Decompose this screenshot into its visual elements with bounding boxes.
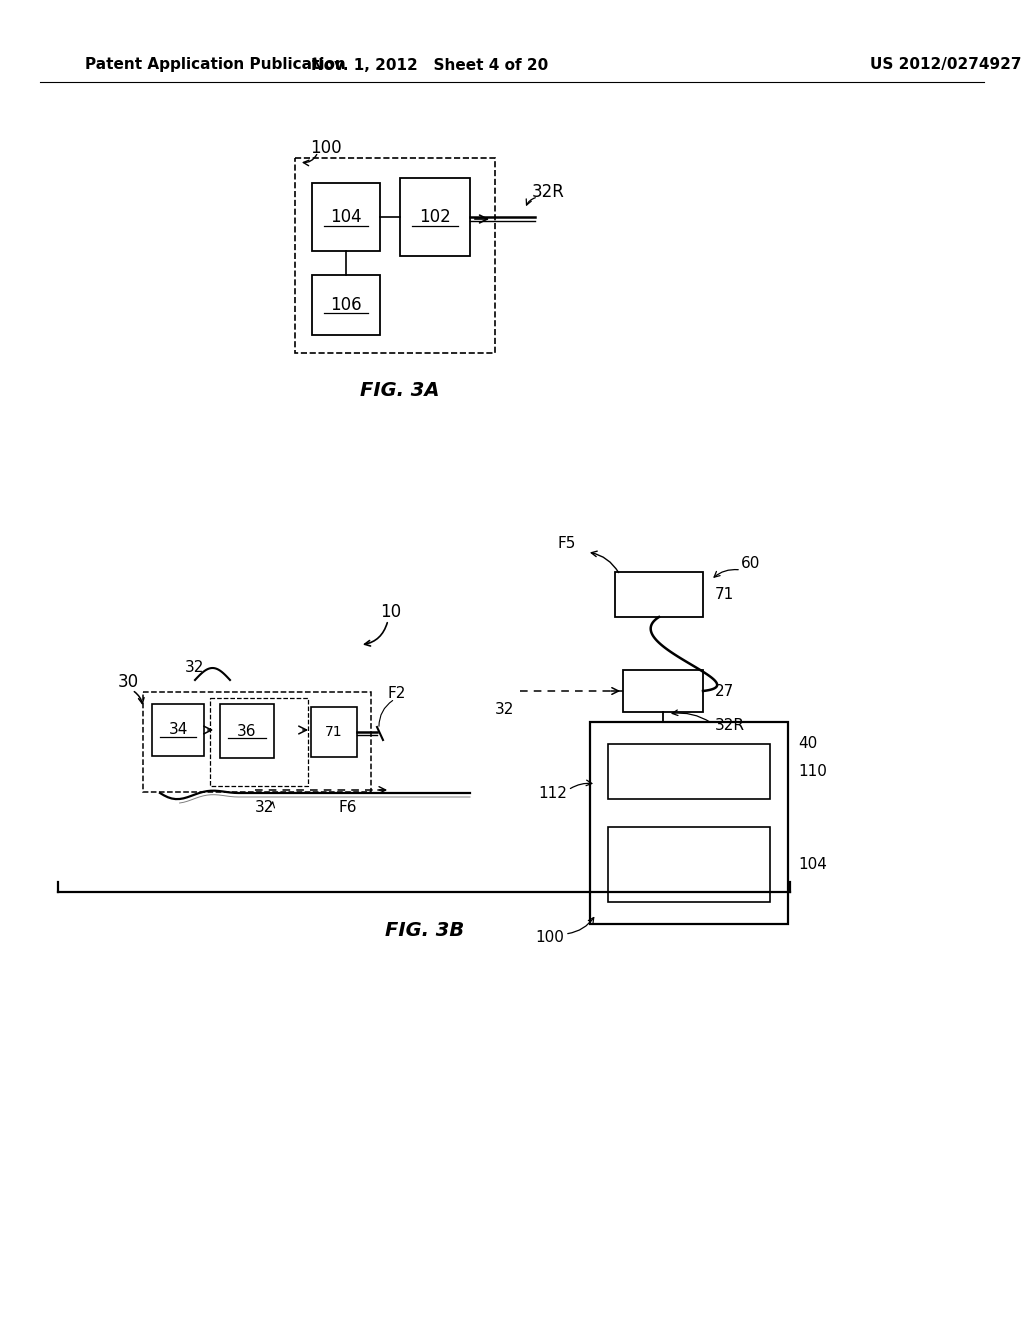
Text: 104: 104 — [798, 857, 826, 873]
Text: 112: 112 — [538, 787, 567, 801]
Text: 60: 60 — [741, 557, 761, 572]
Text: 32: 32 — [496, 701, 515, 717]
Text: 102: 102 — [419, 209, 451, 226]
Text: 32: 32 — [185, 660, 205, 676]
Text: 100: 100 — [535, 931, 564, 945]
Text: Nov. 1, 2012   Sheet 4 of 20: Nov. 1, 2012 Sheet 4 of 20 — [311, 58, 549, 73]
Text: 104: 104 — [330, 209, 361, 226]
Text: F2: F2 — [388, 685, 407, 701]
Bar — [312, 183, 380, 251]
Bar — [615, 572, 703, 616]
Text: 71: 71 — [715, 587, 734, 602]
Text: 36: 36 — [238, 723, 257, 738]
Bar — [295, 158, 495, 352]
Text: 71: 71 — [326, 725, 343, 739]
Text: US 2012/0274927 A1: US 2012/0274927 A1 — [870, 58, 1024, 73]
Text: Patent Application Publication: Patent Application Publication — [85, 58, 346, 73]
Bar — [312, 275, 380, 335]
Text: F6: F6 — [339, 800, 357, 816]
Text: 40: 40 — [798, 737, 817, 751]
Text: 27: 27 — [715, 684, 734, 698]
Text: FIG. 3A: FIG. 3A — [360, 381, 439, 400]
Bar — [623, 671, 703, 711]
Bar — [220, 704, 274, 758]
Text: 10: 10 — [380, 603, 401, 620]
Bar — [210, 698, 308, 785]
Text: 106: 106 — [330, 296, 361, 314]
Bar — [608, 828, 770, 902]
Bar — [143, 692, 371, 792]
Text: FIG. 3B: FIG. 3B — [385, 920, 465, 940]
Bar — [590, 722, 788, 924]
Bar — [311, 708, 357, 756]
Text: 32R: 32R — [532, 183, 565, 201]
Text: 34: 34 — [168, 722, 187, 738]
Text: 110: 110 — [798, 764, 826, 779]
Text: 100: 100 — [310, 139, 342, 157]
Text: F5: F5 — [558, 536, 577, 552]
Bar — [400, 178, 470, 256]
Bar — [608, 744, 770, 799]
Text: 30: 30 — [118, 673, 139, 690]
Bar — [152, 704, 204, 756]
Text: 32: 32 — [255, 800, 274, 816]
Text: 32R: 32R — [715, 718, 745, 734]
